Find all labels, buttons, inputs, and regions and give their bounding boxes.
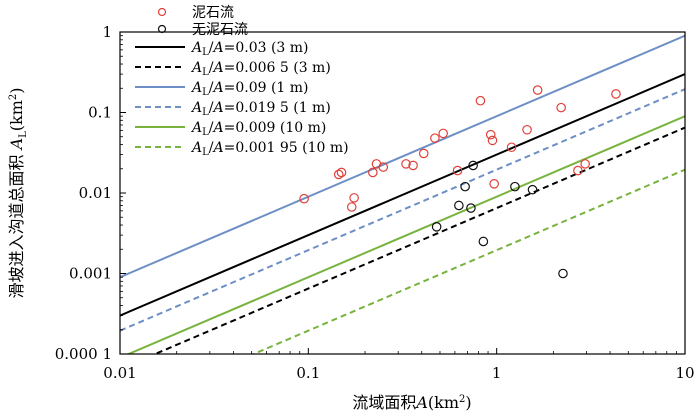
debris-flow-point-14: [452, 165, 463, 176]
legend-entry-line-6: AL/A=0.001 95 (10 m): [135, 140, 349, 158]
axis-ticks: 0.01 0.1 1 10 1 0.1 0.01 0.001 0.000 1: [55, 23, 695, 382]
legend-entry-line-2: AL/A=0.006 5 (3 m): [135, 60, 331, 78]
debris-flow-point-10: [408, 160, 418, 171]
debris-flow-point-16: [485, 129, 496, 140]
debris-flow-point-15: [475, 95, 486, 106]
reference-line-2: [152, 126, 685, 354]
reference-line-3: [120, 34, 685, 279]
no-debris-flow-point-2: [454, 200, 464, 211]
x-tick-label-3: 1: [492, 364, 502, 382]
plot-frame: [119, 31, 686, 355]
no-debris-flow-point-5: [468, 160, 478, 171]
y-tick-label-3: 0.01: [79, 184, 112, 202]
debris-flow-point-25: [611, 89, 621, 99]
legend-label-line-2: AL/A=0.006 5 (3 m): [190, 60, 331, 78]
debris-flow-point-20: [522, 124, 532, 135]
x-tick-label-1: 0.01: [103, 364, 136, 382]
legend-marker-red-circle: [157, 7, 167, 17]
no-debris-flow-point-9: [558, 268, 568, 279]
debris-flow-point-2: [333, 169, 344, 180]
legend-label-line-3: AL/A=0.09 (1 m): [190, 80, 309, 98]
data-points: [299, 85, 621, 279]
no-debris-flow-point-8: [527, 184, 538, 195]
legend-entry-line-3: AL/A=0.09 (1 m): [135, 80, 309, 98]
debris-flow-point-9: [401, 159, 411, 169]
legend-label-line-4: AL/A=0.019 5 (1 m): [190, 100, 331, 118]
legend-label-debris-flow: 泥石流: [192, 5, 234, 21]
x-tick-label-2: 0.1: [296, 364, 320, 382]
y-tick-label-2: 0.1: [88, 104, 112, 122]
reference-line-6: [251, 168, 685, 354]
legend-entry-line-1: AL/A=0.03 (3 m): [135, 40, 309, 58]
no-debris-flow-point-7: [510, 181, 520, 192]
reference-line-1: [120, 73, 685, 317]
debris-flow-point-6: [368, 167, 378, 178]
debris-flow-point-8: [378, 162, 389, 172]
legend-entry-line-5: AL/A=0.009 (10 m): [135, 120, 326, 138]
y-axis-title: 滑坡进入沟道总面积 AL(km2): [7, 87, 29, 298]
legend-label-line-5: AL/A=0.009 (10 m): [190, 120, 326, 138]
debris-flow-point-21: [532, 85, 543, 95]
debris-flow-point-5: [349, 193, 359, 203]
debris-flow-point-1: [299, 193, 309, 204]
legend-label-line-6: AL/A=0.001 95 (10 m): [190, 140, 349, 158]
no-debris-flow-point-3: [460, 181, 470, 192]
debris-flow-point-4: [346, 202, 357, 212]
debris-flow-point-13: [438, 128, 448, 139]
y-tick-label-1: 1: [102, 23, 112, 41]
debris-flow-point-17: [487, 135, 498, 146]
legend: 泥石流 无泥石流 AL/A=0.03 (3 m) AL/A=0.006 5 (3…: [135, 5, 349, 158]
x-tick-label-4: 10: [675, 364, 694, 382]
legend-entry-no-debris-flow: 无泥石流: [157, 22, 248, 38]
debris-flow-point-23: [573, 165, 583, 176]
legend-entry-debris-flow: 泥石流: [157, 5, 234, 21]
no-debris-flow-point-4: [466, 203, 476, 213]
legend-marker-black-circle: [157, 24, 167, 34]
legend-entry-line-4: AL/A=0.019 5 (1 m): [135, 100, 331, 118]
x-axis-title: 流域面积A(km2): [352, 393, 471, 412]
y-tick-label-4: 0.001: [69, 265, 112, 283]
debris-flow-point-24: [580, 159, 590, 169]
no-debris-flow-point-6: [478, 236, 489, 247]
legend-label-line-1: AL/A=0.03 (3 m): [190, 40, 309, 58]
legend-label-no-debris-flow: 无泥石流: [192, 22, 248, 38]
reference-line-4: [120, 88, 685, 332]
no-debris-flow-point-1: [431, 222, 442, 232]
debris-flow-point-18: [489, 179, 499, 189]
debris-flow-point-19: [506, 142, 517, 153]
debris-flow-point-11: [418, 148, 429, 159]
debris-flow-point-12: [430, 133, 440, 143]
reference-line-5: [126, 115, 685, 354]
y-tick-label-5: 0.000 1: [55, 345, 112, 363]
debris-flow-point-3: [336, 167, 347, 178]
debris-flow-point-22: [556, 102, 566, 113]
reference-lines: [120, 34, 685, 354]
